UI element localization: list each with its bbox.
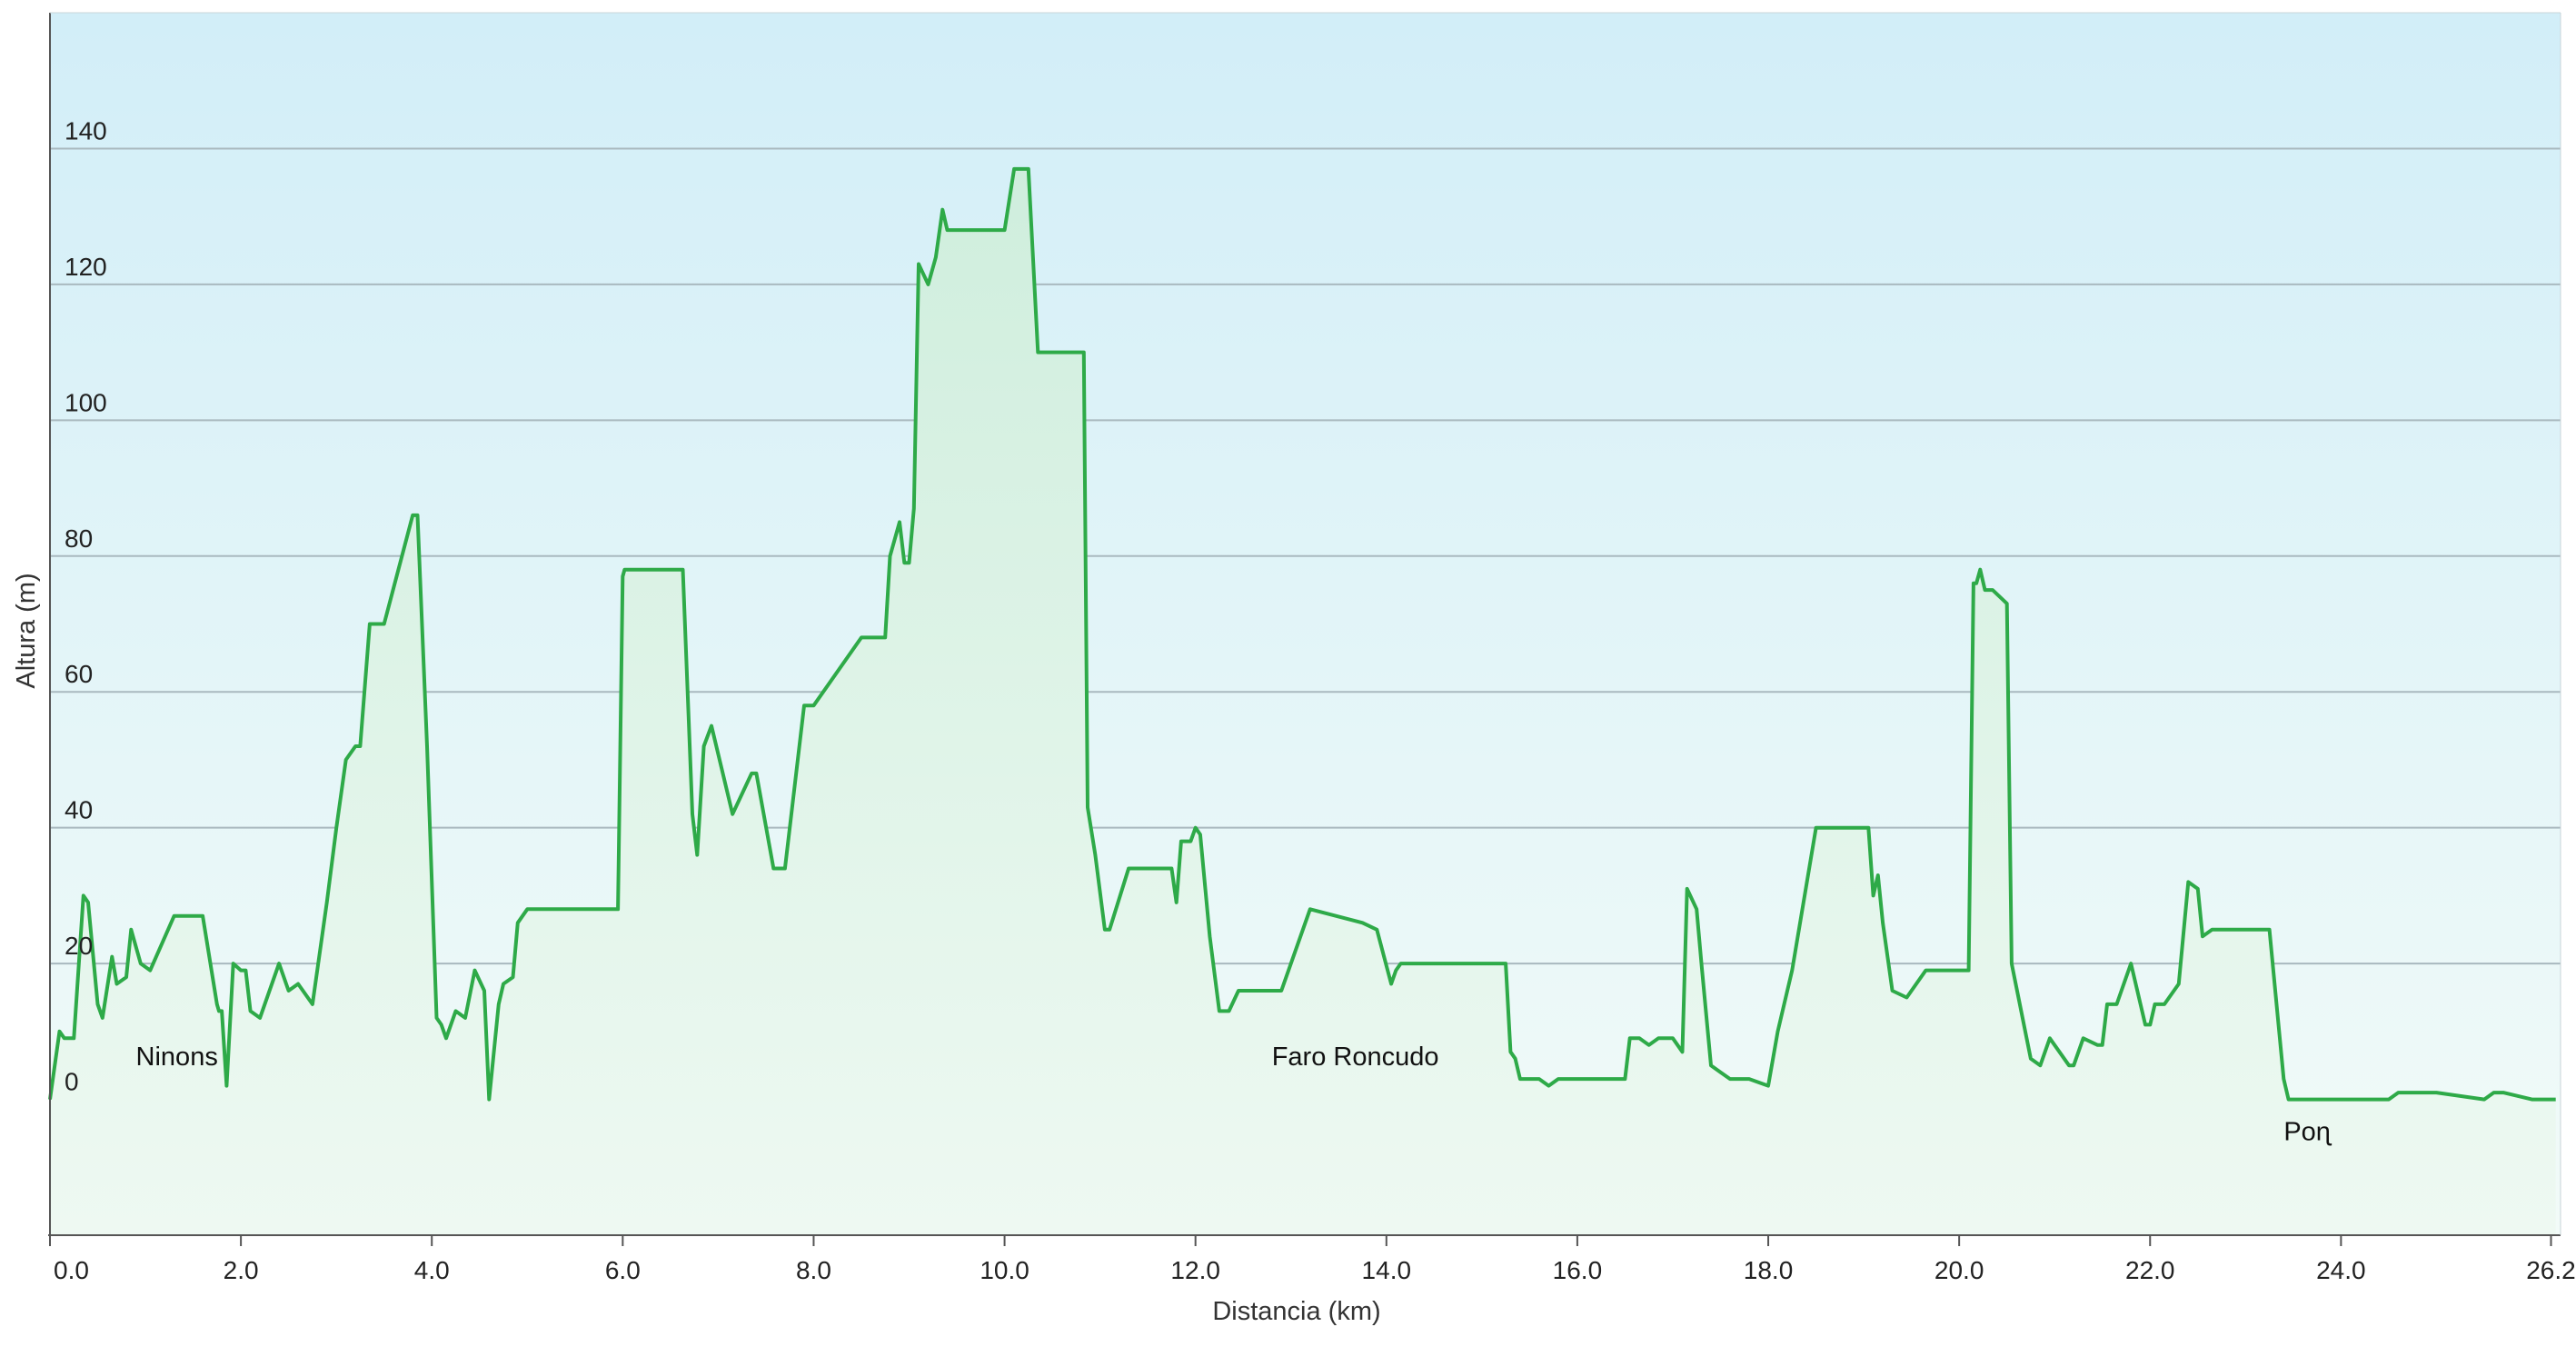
annotation-label: Poɳ <box>2283 1117 2332 1146</box>
x-tick-label: 10.0 <box>980 1256 1029 1284</box>
x-tick-label: 6.0 <box>605 1256 641 1284</box>
elevation-line <box>48 166 2556 1102</box>
x-tick-label: 18.0 <box>1744 1256 1794 1284</box>
y-axis-tick-labels: 0 20 40 60 80 100 120 140 <box>65 116 107 1095</box>
annotation-label: Faro Roncudo <box>1272 1043 1439 1072</box>
x-tick-label: 24.0 <box>2316 1256 2366 1284</box>
y-tick-label: 120 <box>65 253 107 281</box>
y-tick-label: 100 <box>65 388 107 416</box>
y-tick-label: 20 <box>65 932 93 960</box>
y-tick-label: 40 <box>65 796 93 824</box>
y-tick-label: 60 <box>65 660 93 688</box>
y-tick-label: 140 <box>65 116 107 145</box>
y-tick-label: 80 <box>65 524 93 553</box>
x-tick-label: 26.2 <box>2526 1256 2576 1284</box>
x-tick-label: 12.0 <box>1170 1256 1220 1284</box>
x-tick-label: 8.0 <box>796 1256 831 1284</box>
elevation-area <box>50 168 2556 1235</box>
x-tick-label: 14.0 <box>1362 1256 1412 1284</box>
x-tick-label: 22.0 <box>2125 1256 2175 1284</box>
x-tick-label: 4.0 <box>414 1256 450 1284</box>
x-axis-title: Distancia (km) <box>1212 1297 1380 1326</box>
grid-lines <box>50 147 2561 965</box>
axes <box>48 12 2561 1244</box>
y-axis-title: Altura (m) <box>12 573 41 688</box>
place-annotations: Ninons Faro Roncudo Poɳ <box>136 1043 2332 1146</box>
x-tick-label: 16.0 <box>1553 1256 1603 1284</box>
annotation-label: Ninons <box>136 1043 218 1072</box>
x-tick-label: 20.0 <box>1934 1256 1984 1284</box>
x-axis-tick-labels: 0.0 2.0 4.0 6.0 8.0 10.0 12.0 14.0 16.0 18.0 20.0 2… <box>49 1235 2576 1284</box>
x-tick-label: 0.0 <box>54 1256 89 1284</box>
x-tick-label: 2.0 <box>224 1256 259 1284</box>
y-tick-label: 0 <box>65 1068 79 1096</box>
